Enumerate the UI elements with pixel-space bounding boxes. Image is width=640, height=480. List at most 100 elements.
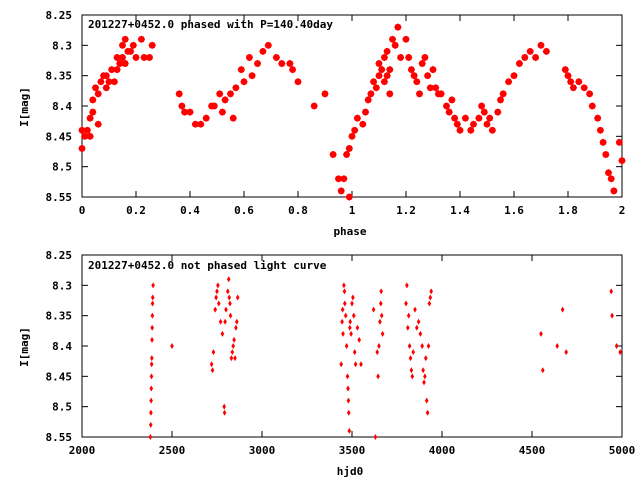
chart-title: 201227+0452.0 phased with P=140.40day [88,18,333,31]
data-point [445,108,453,116]
data-point [378,318,382,325]
data-point [456,126,464,134]
data-point [223,318,227,325]
data-point [210,367,215,374]
data-point [233,355,237,362]
data-point [427,300,432,307]
y-tick-label: 8.4 [52,100,72,113]
data-point [343,150,351,159]
data-point [228,300,232,307]
data-point [222,403,226,410]
data-point [383,72,391,80]
data-point [397,53,405,62]
data-point [310,102,318,110]
data-point [202,114,210,122]
data-point [116,59,124,68]
data-point [377,343,381,349]
data-point [541,367,545,374]
data-point [350,300,354,307]
data-point [343,312,348,319]
data-point [361,108,370,116]
y-tick-label: 8.45 [46,370,73,383]
x-tick-label: 3500 [339,444,366,457]
data-point [345,144,353,153]
data-point [102,72,110,80]
data-point [211,349,216,356]
data-point [442,102,451,110]
data-point [406,312,411,319]
data-point [89,108,97,116]
data-point [217,300,221,307]
x-tick-label: 0.8 [288,204,308,217]
data-point [418,330,423,337]
data-point [420,343,424,349]
data-point [408,355,413,362]
data-point [150,336,154,343]
data-point [407,343,412,349]
data-point [413,306,417,313]
data-point [437,90,445,98]
data-point [609,288,613,295]
data-point [539,330,543,337]
data-point [289,66,297,74]
data-point [478,102,486,110]
data-point [423,373,427,380]
data-point [379,300,383,307]
data-point [150,300,155,307]
data-point [149,373,154,380]
data-point [376,373,380,380]
data-point [453,120,461,128]
data-point [373,434,378,440]
data-point [352,312,356,319]
data-point [475,114,483,122]
x-tick-label: 1.6 [504,204,524,217]
data-point [337,187,345,195]
data-point [178,102,186,110]
data-point [351,294,355,301]
data-point [424,355,428,362]
data-points [78,23,626,201]
data-point [372,84,380,92]
data-point [532,53,540,62]
data-point [216,282,220,289]
data-point [105,78,113,86]
data-point [81,132,89,140]
data-point [505,78,513,86]
data-point [294,78,302,86]
y-tick-label: 8.35 [46,310,73,323]
data-point [340,318,344,325]
data-point [102,84,110,92]
data-point [113,53,121,62]
data-point [555,343,559,349]
data-point [499,90,507,98]
chart-title: 201227+0452.0 not phased light curve [88,259,327,272]
data-point [149,385,154,392]
data-point [145,53,154,62]
data-point [602,150,610,159]
data-point [351,126,359,134]
data-point [321,90,329,98]
y-tick-label: 8.5 [52,401,72,414]
data-point [235,294,240,301]
data-point [86,114,94,122]
x-tick-label: 4000 [429,444,456,457]
y-tick-label: 8.25 [46,9,73,22]
data-point [575,78,583,86]
data-point [614,343,619,349]
data-point [391,41,399,49]
data-point [421,367,425,374]
data-point [348,318,352,325]
data-point [113,66,121,74]
data-point [121,35,129,43]
data-point [348,324,352,331]
data-point [379,312,384,319]
data-point [386,90,394,98]
y-tick-label: 8.55 [46,191,73,204]
data-point [346,409,351,416]
data-point [359,361,363,368]
data-point [383,47,391,55]
data-point [618,349,622,356]
data-point [564,72,572,80]
data-point [615,138,623,146]
data-point [224,306,228,313]
